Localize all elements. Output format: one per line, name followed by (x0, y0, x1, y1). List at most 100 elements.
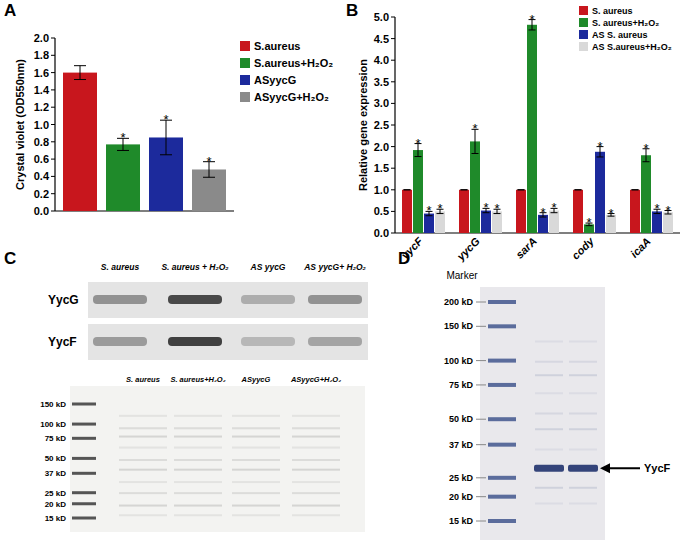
gel-band-decor (292, 459, 340, 461)
legend-label: S. aureus+H₂O₂ (592, 18, 659, 28)
marker-label: 75 kD (449, 380, 474, 390)
marker-label: 20 kD (449, 492, 474, 502)
error-cap (74, 79, 86, 80)
gel-band-decor (174, 481, 222, 483)
y-tick-label: 2.5 (374, 119, 389, 131)
gel-band-decor (535, 428, 563, 430)
y-tick (391, 146, 395, 147)
error-cap (117, 150, 129, 151)
arrow-head (600, 463, 610, 473)
error-cap (529, 29, 536, 30)
y-tick (51, 107, 55, 108)
error-cap (575, 189, 582, 190)
error-cap (461, 189, 468, 190)
error-cap (461, 189, 468, 190)
marker-band (488, 519, 516, 523)
y-tick-label: 1.6 (34, 67, 49, 79)
legend-swatch (240, 41, 250, 51)
bar (413, 150, 423, 233)
marker-band (72, 472, 96, 475)
gel-band-decor (232, 481, 280, 483)
significance: * (643, 141, 648, 156)
significance: * (163, 112, 168, 127)
y-tick (391, 168, 395, 169)
gel-band-decor (232, 436, 280, 438)
y-axis-label: Relative gene expression (357, 59, 369, 191)
gel-band-decor (174, 492, 222, 494)
legend-swatch (579, 30, 588, 39)
y-tick (391, 211, 395, 212)
gel-band-decor (292, 436, 340, 438)
bar (63, 73, 97, 211)
gel-band-decor (119, 415, 167, 417)
legend-swatch (240, 75, 250, 85)
significance: * (665, 203, 670, 218)
gel-band-decor (535, 374, 563, 376)
error-cap (632, 189, 639, 190)
significance: * (586, 215, 591, 230)
error-bar (404, 189, 411, 190)
legend: S. aureusS. aureus+H₂O₂AS S. aureusAS S.… (579, 6, 672, 52)
lane-label: ASyycG+H₂O₂ (290, 375, 341, 384)
y-tick-label: 3.5 (374, 76, 389, 88)
significance: * (494, 201, 499, 216)
legend-label: S. aureus (592, 6, 633, 16)
marker-label: 50 kD (45, 454, 67, 463)
significance: * (415, 136, 420, 151)
y-tick (391, 38, 395, 39)
y-tick-label: 0.2 (34, 188, 49, 200)
gel-band-decor (232, 459, 280, 461)
gel-band-decor (292, 427, 340, 429)
marker-band (488, 417, 516, 421)
lane-label: AS yycG+ H₂O₂ (303, 262, 366, 272)
error-cap (74, 65, 86, 66)
gel-band-decor (232, 505, 280, 507)
panel-label: D (398, 249, 410, 268)
marker-label: 37 kD (449, 440, 474, 450)
error-line (80, 66, 81, 80)
y-tick-label: 3.0 (374, 97, 389, 109)
marker-band (72, 517, 96, 520)
lane-label: S. aureus (101, 262, 140, 272)
marker-band (72, 403, 96, 406)
marker-label: 100 kD (444, 356, 474, 366)
y-tick-label: 1.0 (374, 184, 389, 196)
legend-label: S.aureus+H₂O₂ (254, 57, 333, 69)
legend-label: ASyycG (254, 74, 296, 86)
marker-band (488, 300, 516, 304)
significance: * (426, 203, 431, 218)
legend-swatch (579, 42, 588, 51)
gel-band-decor (174, 514, 222, 516)
blot-band (93, 295, 147, 304)
marker-band (488, 443, 516, 447)
marker-tick (476, 326, 486, 327)
y-tick (51, 211, 55, 212)
gel-band-decor (569, 392, 597, 394)
legend-swatch (240, 92, 250, 102)
marker-tick (476, 496, 486, 497)
lane-label: ASyycG (241, 375, 271, 384)
error-cap (518, 189, 525, 190)
y-tick (391, 189, 395, 190)
x-tick-label: cody (569, 234, 596, 261)
arrow-shaft (606, 467, 640, 469)
y-tick-label: 1.0 (34, 119, 49, 131)
significance: * (120, 130, 125, 145)
bar (470, 141, 480, 233)
x-tick-label: yycG (454, 235, 483, 264)
y-tick-label: 0.0 (34, 205, 49, 217)
y-tick-label: 2.0 (374, 141, 389, 153)
significance: * (540, 205, 545, 220)
marker-band (488, 495, 516, 499)
gel-band-decor (292, 514, 340, 516)
lane-label: S. aureus (126, 375, 160, 384)
y-tick-label: 0.5 (374, 205, 389, 217)
y-tick (391, 17, 395, 18)
y-axis-label: Crystal violet (OD550nm) (14, 59, 26, 190)
lane-label: S. aureus+H₂O₂ (170, 375, 225, 384)
legend-label: AS S. aureus (592, 30, 648, 40)
error-bar (461, 189, 468, 190)
gel-band-decor (292, 492, 340, 494)
gel-band-decor (535, 361, 563, 363)
error-cap (518, 189, 525, 190)
